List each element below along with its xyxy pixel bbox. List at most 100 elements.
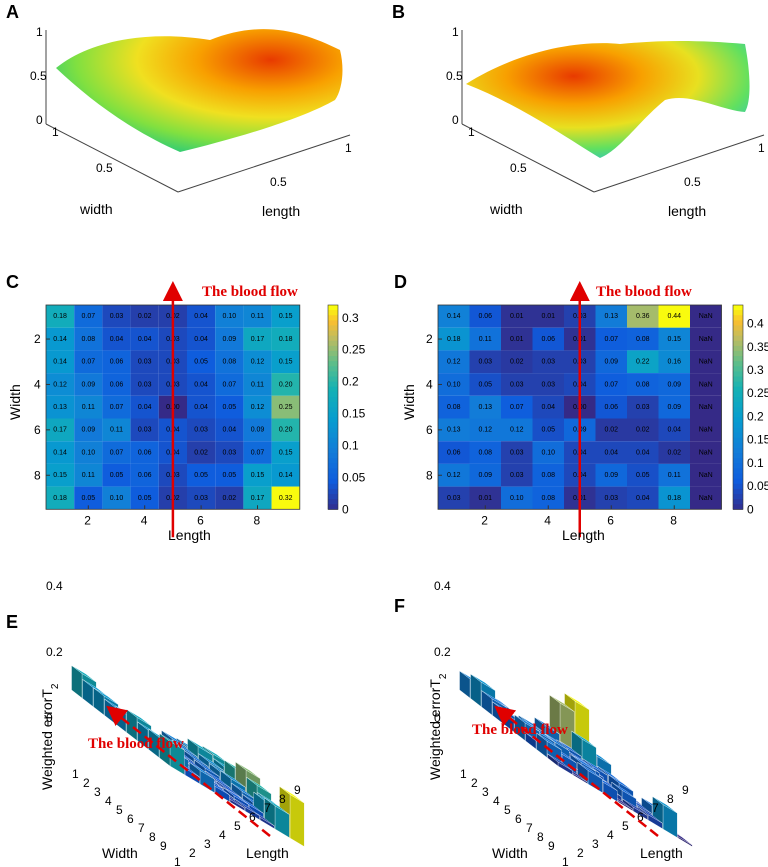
heat-cell-value: 0.04 bbox=[541, 404, 555, 411]
bar-top-face bbox=[637, 806, 663, 824]
heat-cell bbox=[501, 305, 533, 328]
b-xlabel: length bbox=[668, 203, 706, 219]
heat-cell bbox=[187, 441, 216, 464]
heat-cell-value: 0.06 bbox=[138, 449, 152, 456]
length-tick-label: 6 bbox=[249, 810, 256, 824]
heat-cell-value: NaN bbox=[699, 472, 713, 479]
colorbar-segment bbox=[733, 330, 743, 337]
x-tick-label: 4 bbox=[544, 513, 551, 527]
colorbar-tick-label: 0.2 bbox=[342, 375, 359, 389]
heat-cell-value: 0.04 bbox=[636, 449, 650, 456]
f-flow-annotation: The blood flow bbox=[472, 722, 568, 738]
heat-cell bbox=[627, 441, 659, 464]
heat-cell bbox=[501, 418, 533, 442]
heat-cell-value: 0.06 bbox=[138, 472, 152, 479]
heat-cell-value: 0.12 bbox=[53, 381, 67, 388]
heat-cell-value: 0.09 bbox=[667, 404, 681, 411]
heat-cell-value: 0.15 bbox=[251, 472, 265, 479]
heat-cell-value: 0.12 bbox=[510, 427, 524, 434]
x-tick-label: 6 bbox=[197, 513, 204, 527]
length-tick-label: 8 bbox=[667, 792, 674, 806]
colorbar-segment bbox=[733, 448, 743, 454]
heat-cell-value: 0.06 bbox=[604, 404, 618, 411]
colorbar-segment bbox=[733, 442, 743, 449]
heat-cell-value: 0.09 bbox=[81, 427, 95, 434]
heat-cell-value: 0.18 bbox=[53, 495, 67, 502]
heat-cell bbox=[532, 305, 564, 328]
heat-cell-value: 0.01 bbox=[478, 495, 492, 502]
colorbar-segment bbox=[733, 407, 743, 413]
heat-cell-value: 0.07 bbox=[222, 381, 236, 388]
heat-cell bbox=[627, 327, 659, 351]
colorbar-segment bbox=[733, 417, 743, 423]
width-tick-label: 2 bbox=[471, 776, 478, 790]
heat-cell bbox=[130, 327, 159, 351]
heat-cell-value: 0.03 bbox=[636, 404, 650, 411]
colorbar-segment bbox=[328, 483, 338, 490]
heat-cell bbox=[469, 373, 501, 396]
bar-top-face bbox=[577, 762, 603, 780]
heat-cell bbox=[627, 395, 659, 419]
heat-cell bbox=[102, 486, 131, 510]
heat-cell bbox=[595, 395, 627, 419]
heat-cell bbox=[187, 395, 216, 419]
heat-cell bbox=[469, 350, 501, 374]
panel-c-heatmap: 0.180.070.030.020.020.040.100.110.150.14… bbox=[34, 281, 366, 538]
heat-cell bbox=[130, 305, 159, 328]
bar-top-face bbox=[161, 730, 187, 748]
a-ztick-1: 1 bbox=[36, 25, 43, 39]
heat-cell-value: 0.07 bbox=[81, 313, 95, 320]
bar-top-face bbox=[536, 732, 562, 750]
z-tick-label: 0 bbox=[46, 711, 53, 725]
heat-cell-value: 0.03 bbox=[138, 359, 152, 366]
heat-cell-value: 0.05 bbox=[194, 359, 208, 366]
heat-cell bbox=[595, 373, 627, 396]
c-xlabel: Length bbox=[168, 527, 211, 543]
heat-cell-value: 0.44 bbox=[667, 313, 681, 320]
heat-cell bbox=[215, 463, 244, 487]
colorbar-tick-label: 0 bbox=[747, 502, 754, 516]
heat-cell-value: 0.02 bbox=[636, 427, 650, 434]
heat-cell-value: 0.14 bbox=[53, 449, 67, 456]
heat-cell-value: 0.11 bbox=[82, 472, 95, 479]
colorbar-segment bbox=[328, 437, 338, 444]
heat-cell bbox=[532, 486, 564, 510]
colorbar-tick-label: 0.2 bbox=[747, 409, 764, 423]
heat-cell bbox=[532, 373, 564, 396]
colorbar-segment bbox=[733, 345, 743, 352]
heat-cell bbox=[690, 327, 722, 351]
width-tick-label: 1 bbox=[72, 767, 79, 781]
heat-cell bbox=[627, 486, 659, 510]
colorbar-segment bbox=[328, 422, 338, 429]
heat-cell bbox=[501, 373, 533, 396]
colorbar-segment bbox=[733, 350, 743, 357]
heat-cell bbox=[46, 350, 75, 374]
heat-cell bbox=[102, 441, 131, 464]
heat-cell-value: 0.10 bbox=[510, 495, 524, 502]
y-tick-label: 6 bbox=[426, 423, 433, 437]
heat-cell-value: 0.12 bbox=[251, 359, 265, 366]
colorbar-segment bbox=[328, 463, 338, 469]
colorbar-segment bbox=[328, 376, 338, 383]
heat-cell-value: 0.08 bbox=[541, 472, 555, 479]
f-ylabel: Width bbox=[492, 845, 528, 861]
heat-cell bbox=[438, 418, 470, 442]
heat-cell bbox=[46, 486, 75, 510]
heat-cell bbox=[271, 418, 300, 442]
heat-cell-value: NaN bbox=[699, 449, 713, 456]
panel-b-surface-plot: 1 0.5 0 1 0.5 0.5 1 width length bbox=[446, 25, 765, 219]
heat-cell-value: 0.15 bbox=[279, 359, 293, 366]
heat-cell-value: 0.02 bbox=[667, 449, 681, 456]
colorbar-segment bbox=[328, 493, 338, 500]
bar-top-face bbox=[205, 770, 231, 788]
heat-cell bbox=[469, 463, 501, 487]
heat-cell-value: 0.08 bbox=[81, 336, 95, 343]
heat-cell-value: 0.07 bbox=[81, 359, 95, 366]
heat-cell-value: 0.32 bbox=[279, 495, 293, 502]
bar-top-face bbox=[126, 709, 152, 727]
heat-cell-value: 0.04 bbox=[667, 427, 681, 434]
y-tick-label: 4 bbox=[34, 377, 41, 391]
heat-cell-value: 0.02 bbox=[138, 313, 152, 320]
length-tick-label: 9 bbox=[682, 783, 689, 797]
